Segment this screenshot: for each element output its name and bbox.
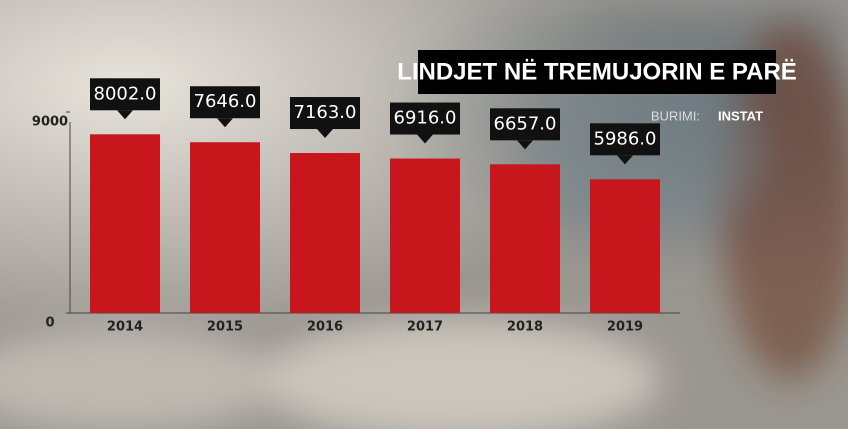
value-label-box [90,78,160,111]
bar [90,134,160,313]
value-label: 8002.0 [94,83,157,104]
value-label-box [290,97,360,130]
value-label: 7163.0 [294,102,357,123]
value-label-pointer [217,118,233,128]
value-label-box [190,86,260,119]
x-tick-label: 2014 [107,320,143,335]
value-label: 7646.0 [194,91,257,112]
bar [590,179,660,313]
chart-title: LINDJET NË TREMUJORIN E PARË [397,58,797,85]
x-tick-label: 2018 [507,320,543,335]
source-label: BURIMI: [651,108,700,123]
y-tick-label: 9000 [32,115,68,130]
value-label: 6657.0 [494,113,557,134]
title-box [418,50,776,94]
bar [190,142,260,313]
value-label-pointer [117,110,133,120]
x-tick-label: 2015 [207,320,243,335]
bar [290,153,360,313]
value-label-box [390,102,460,135]
x-tick-label: 2017 [407,320,443,335]
y-tick-label: 0 [45,316,54,331]
value-label-pointer [317,129,333,139]
bar [390,158,460,313]
source: INSTAT [718,108,763,123]
value-label-box [490,108,560,141]
value-label-box [590,123,660,156]
value-label-pointer [617,155,633,165]
value-label: 5986.0 [594,128,657,149]
value-label-pointer [517,140,533,150]
x-tick-label: 2016 [307,320,343,335]
value-label-pointer [417,134,433,144]
bar [490,164,560,313]
x-tick-label: 2019 [607,320,643,335]
value-label: 6916.0 [394,108,457,129]
